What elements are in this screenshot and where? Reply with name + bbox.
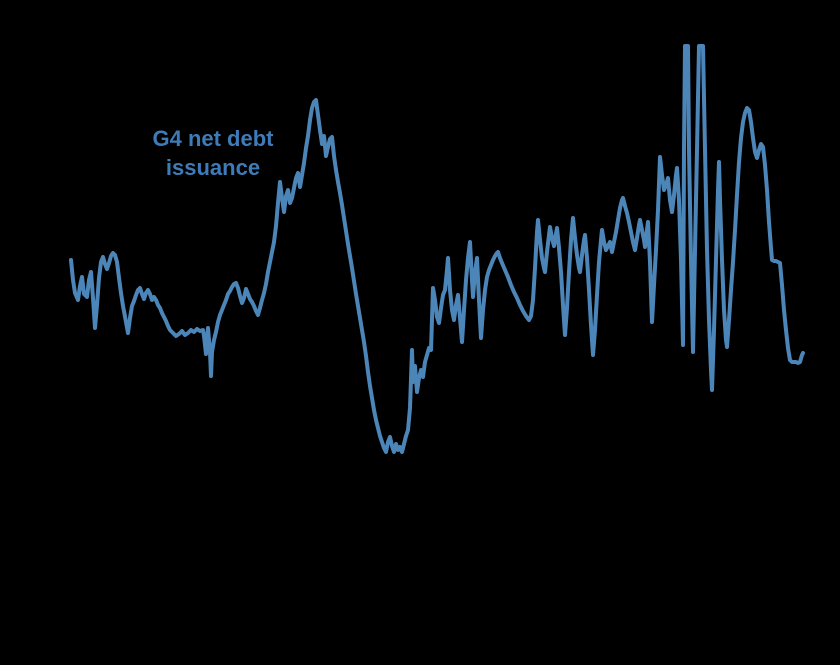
series-label-line2: issuance [165,155,261,180]
g4-net-debt-issuance-line [69,44,805,454]
series-label-g4-net-debt-issuance: G4 net debt issuance [130,124,296,182]
series-label-line1: G4 net debt [152,126,274,151]
